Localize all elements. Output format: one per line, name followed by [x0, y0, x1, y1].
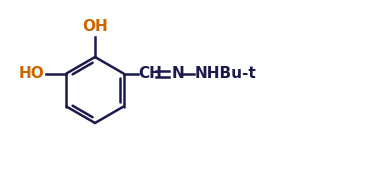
Text: OH: OH: [82, 19, 108, 34]
Text: NHBu-t: NHBu-t: [195, 66, 256, 81]
Text: HO: HO: [19, 66, 45, 81]
Text: CH: CH: [138, 66, 162, 81]
Text: N: N: [172, 66, 184, 81]
